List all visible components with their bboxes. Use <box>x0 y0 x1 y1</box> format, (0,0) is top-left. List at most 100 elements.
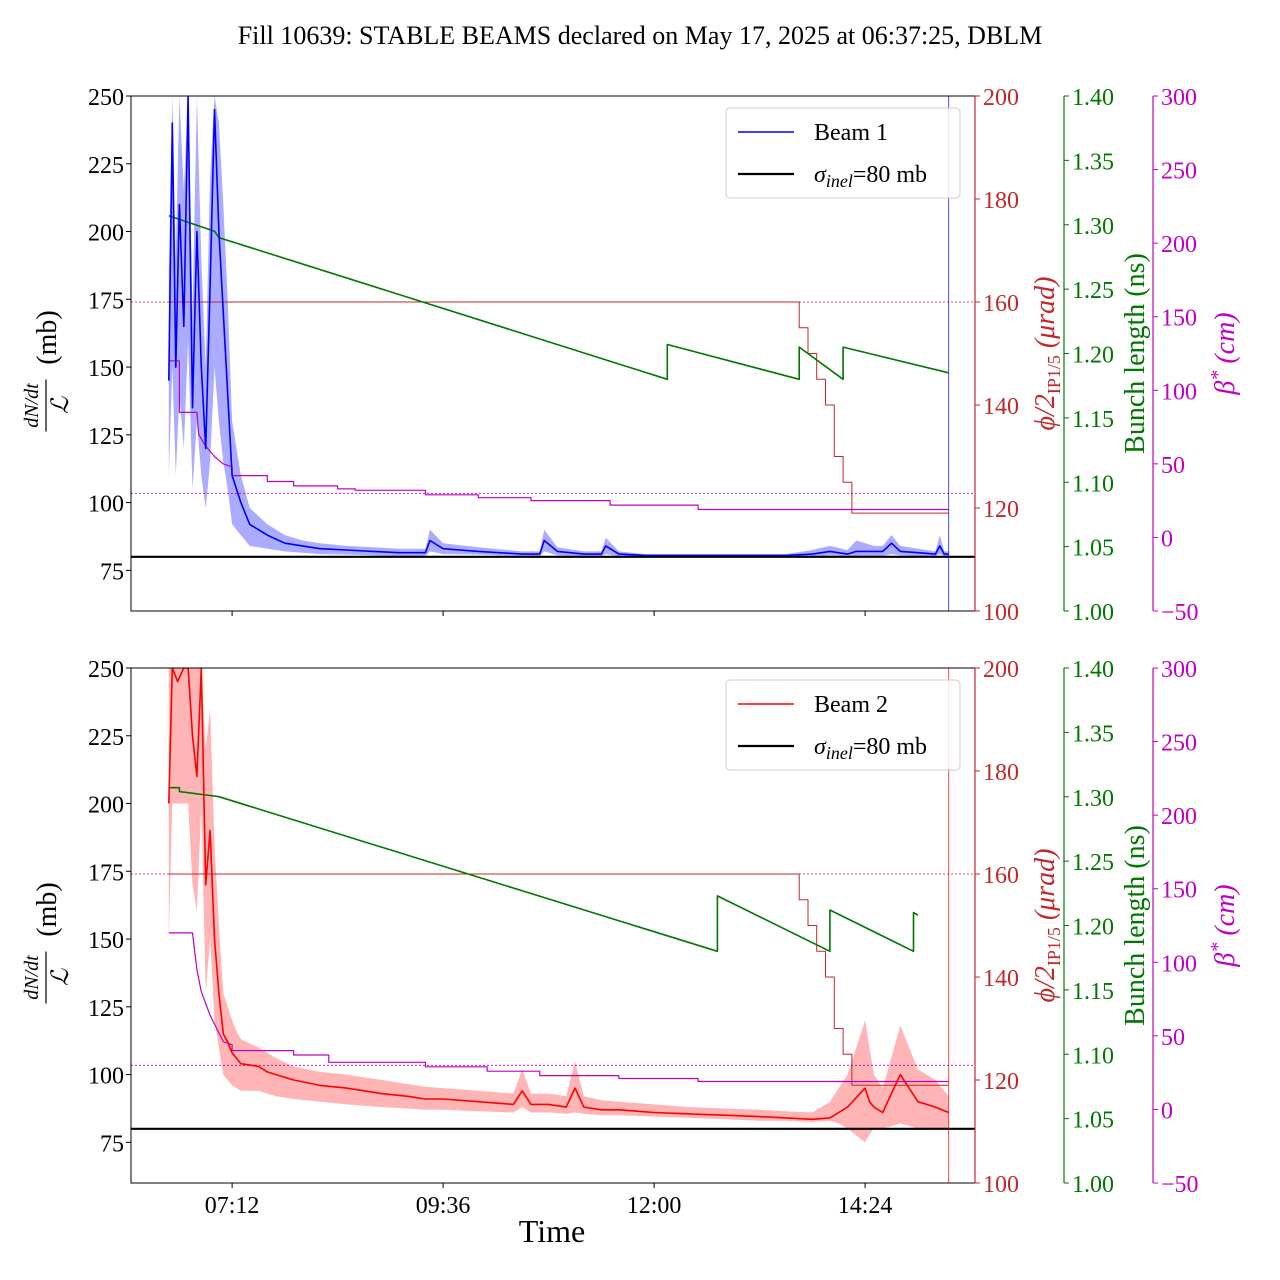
right1-tick-label: 120 <box>983 497 1019 523</box>
right1-tick-label: 100 <box>983 600 1019 626</box>
right2-tick-label: 1.40 <box>1072 85 1114 111</box>
legend-entry-sigma: σinel=80 mb <box>738 734 927 763</box>
right1-tick-label: 200 <box>983 85 1019 111</box>
right3-y-axis: −50 0 50 100 150 200 250 300 β* (cm) <box>1152 85 1241 626</box>
left-tick-label: 225 <box>88 725 124 751</box>
right1-tick-label: 180 <box>983 188 1019 214</box>
left-tick-label: 150 <box>88 356 124 382</box>
right2-tick-label: 1.00 <box>1072 1172 1114 1198</box>
left-y-axis-label: dN/dt ℒ (mb) <box>21 882 74 1004</box>
right3-tick-label: −50 <box>1161 600 1199 626</box>
right2-tick-label: 1.30 <box>1072 786 1114 812</box>
left-y-axis-label: dN/dt ℒ (mb) <box>21 310 74 432</box>
left-tick-label: 175 <box>88 288 124 314</box>
left-tick-label: 200 <box>88 793 124 819</box>
left-tick-label: 175 <box>88 860 124 886</box>
right3-tick-label: 100 <box>1161 951 1197 977</box>
ylabel-unit: (mb) <box>32 310 63 364</box>
right2-tick-label: 1.35 <box>1072 721 1114 747</box>
right1-tick-label: 200 <box>983 657 1019 683</box>
x-axis <box>231 611 866 616</box>
ylabel-denominator: ℒ <box>48 396 74 414</box>
right1-axis-label: ϕ/2IP1/5 (μrad) <box>1030 277 1064 431</box>
x-tick-label: 07:12 <box>205 1193 260 1219</box>
right1-tick-label: 140 <box>983 394 1019 420</box>
right2-axis-label: Bunch length (ns) <box>1120 825 1151 1026</box>
plot-area <box>131 96 975 611</box>
beta-star-label: β* (cm) <box>1207 884 1241 967</box>
right3-tick-label: 50 <box>1161 1025 1185 1051</box>
right2-tick-label: 1.40 <box>1072 657 1114 683</box>
left-tick-label: 75 <box>100 1131 124 1157</box>
figure-title: Fill 10639: STABLE BEAMS declared on May… <box>238 21 1043 50</box>
right3-tick-label: 300 <box>1161 85 1197 111</box>
right3-tick-label: 250 <box>1161 159 1197 185</box>
right3-tick-label: 200 <box>1161 232 1197 258</box>
right1-y-axis: 100 120 140 160 180 200 ϕ/2IP1/5 (μrad) <box>974 657 1064 1198</box>
bunch-length-line <box>168 214 949 381</box>
right2-tick-label: 1.20 <box>1072 915 1114 941</box>
right2-tick-label: 1.20 <box>1072 343 1114 369</box>
plot-area <box>131 668 975 1183</box>
right2-tick-label: 1.30 <box>1072 214 1114 240</box>
uncertainty-band <box>168 668 949 1143</box>
x-axis: 07:12 09:36 12:00 14:24 <box>205 1183 892 1219</box>
bunch-length-label: Bunch length (ns) <box>1120 825 1151 1026</box>
bunch-length-label: Bunch length (ns) <box>1120 253 1151 454</box>
right2-tick-label: 1.10 <box>1072 1043 1114 1069</box>
right1-tick-label: 180 <box>983 760 1019 786</box>
right2-axis-label: Bunch length (ns) <box>1120 253 1151 454</box>
right1-tick-label: 140 <box>983 966 1019 992</box>
right1-tick-label: 160 <box>983 291 1019 317</box>
right2-tick-label: 1.05 <box>1072 536 1114 562</box>
right3-tick-label: 100 <box>1161 379 1197 405</box>
right3-tick-label: −50 <box>1161 1172 1199 1198</box>
left-y-axis: 75 100 125 150 175 200 225 250 <box>88 657 131 1157</box>
legend-label-sigma: σinel=80 mb <box>814 162 927 191</box>
crossing-angle-label: ϕ/2IP1/5 (μrad) <box>1030 849 1064 1003</box>
right3-tick-label: 0 <box>1161 1098 1173 1124</box>
right2-tick-label: 1.35 <box>1072 149 1114 175</box>
crossing-angle-line <box>168 301 949 514</box>
right3-tick-label: 150 <box>1161 306 1197 332</box>
right1-tick-label: 160 <box>983 863 1019 889</box>
right2-tick-label: 1.10 <box>1072 471 1114 497</box>
bunch-length-line <box>168 786 919 953</box>
left-y-axis: 75 100 125 150 175 200 225 250 <box>88 85 131 585</box>
legend-label-beam: Beam 1 <box>814 120 888 146</box>
right2-tick-label: 1.15 <box>1072 979 1114 1005</box>
ylabel-unit: (mb) <box>32 882 63 936</box>
crossing-angle-label: ϕ/2IP1/5 (μrad) <box>1030 277 1064 431</box>
right1-axis-label: ϕ/2IP1/5 (μrad) <box>1030 849 1064 1003</box>
legend-entry-beam: Beam 1 <box>738 120 888 146</box>
legend-box <box>725 679 961 771</box>
left-tick-label: 150 <box>88 928 124 954</box>
beam-line <box>168 96 949 557</box>
left-tick-label: 125 <box>88 996 124 1022</box>
legend-entry-beam: Beam 2 <box>738 692 888 718</box>
legend: Beam 1 σinel=80 mb <box>725 107 961 199</box>
panel-beam-2: 75 100 125 150 175 200 225 250 dN/dt ℒ (mb) 07:12 09… <box>21 657 1241 1219</box>
ylabel-numerator: dN/dt <box>21 955 43 1000</box>
left-tick-label: 225 <box>88 153 124 179</box>
x-axis-label: Time <box>519 1213 585 1249</box>
right1-y-axis: 100 120 140 160 180 200 ϕ/2IP1/5 (μrad) <box>974 85 1064 626</box>
left-tick-label: 100 <box>88 1064 124 1090</box>
legend-label-sigma: σinel=80 mb <box>814 734 927 763</box>
right1-tick-label: 120 <box>983 1069 1019 1095</box>
right2-y-axis: 1.00 1.05 1.10 1.15 1.20 1.25 1.30 1.35 1.40 Bunc… <box>1063 657 1151 1198</box>
right3-axis-label: β* (cm) <box>1207 884 1241 967</box>
left-tick-label: 250 <box>88 657 124 683</box>
right1-tick-label: 100 <box>983 1172 1019 1198</box>
right3-y-axis: −50 0 50 100 150 200 250 300 β* (cm) <box>1152 657 1241 1198</box>
right2-tick-label: 1.15 <box>1072 407 1114 433</box>
right3-tick-label: 300 <box>1161 657 1197 683</box>
left-tick-label: 250 <box>88 85 124 111</box>
beta-star-label: β* (cm) <box>1207 312 1241 395</box>
ylabel-denominator: ℒ <box>48 968 74 986</box>
right3-tick-label: 0 <box>1161 526 1173 552</box>
right2-y-axis: 1.00 1.05 1.10 1.15 1.20 1.25 1.30 1.35 1.40 Bunc… <box>1063 85 1151 626</box>
ylabel-numerator: dN/dt <box>21 383 43 428</box>
left-tick-label: 125 <box>88 424 124 450</box>
